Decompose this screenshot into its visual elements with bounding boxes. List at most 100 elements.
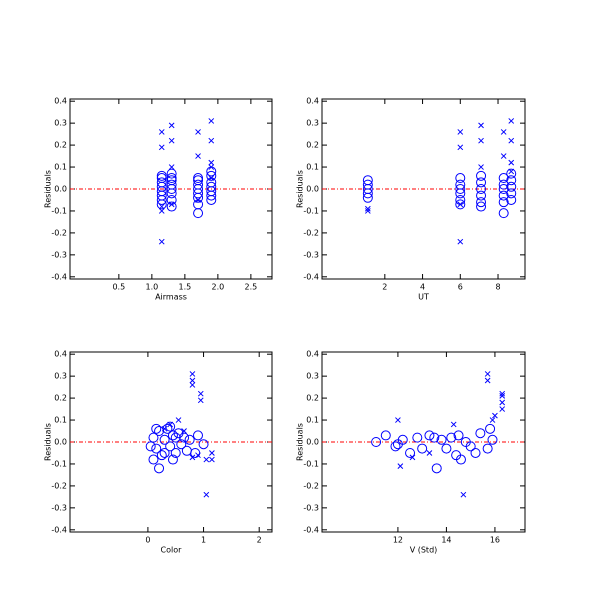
x-tick-label: 2.5 — [245, 283, 258, 292]
y-tick-label: -0.1 — [51, 206, 67, 215]
circle-point — [482, 443, 493, 454]
y-tick-label: 0.0 — [306, 438, 319, 447]
x-axis-label: Airmass — [155, 293, 187, 302]
circle-point — [429, 432, 440, 443]
circle-point — [506, 181, 517, 192]
cross-point — [181, 428, 187, 434]
x-tick-label: 2 — [257, 536, 262, 545]
cross-point — [167, 421, 174, 428]
circle-point — [424, 430, 435, 441]
x-tick-label: 14 — [441, 536, 451, 545]
circle-point — [165, 441, 176, 452]
cross-point — [189, 377, 196, 384]
x-tick-label: 2 — [382, 283, 387, 292]
y-tick-label: -0.4 — [303, 525, 319, 534]
x-tick-label: 8 — [495, 283, 500, 292]
circle-point — [446, 432, 457, 443]
x-axis-label: Color — [161, 546, 183, 555]
cross-point — [499, 406, 506, 412]
cross-point — [158, 208, 165, 214]
cross-point — [364, 205, 371, 212]
circle-point — [192, 430, 203, 441]
circle-point — [206, 170, 217, 181]
cross-point — [500, 153, 507, 159]
cross-point — [195, 452, 201, 459]
cross-point — [409, 454, 416, 461]
y-axis-label: Residuals — [44, 423, 53, 461]
circle-point — [206, 190, 217, 201]
circle-point — [506, 168, 517, 179]
cross-point — [203, 456, 210, 463]
y-tick-label: -0.4 — [51, 272, 67, 281]
cross-point — [457, 201, 464, 208]
x-tick-label: 2.0 — [212, 283, 225, 292]
circle-point — [162, 423, 173, 434]
cross-point — [508, 137, 515, 144]
x-tick-label: 0 — [145, 536, 150, 545]
circle-point — [156, 199, 167, 210]
cross-point — [499, 393, 506, 399]
circle-point — [465, 441, 476, 452]
circle-point — [156, 450, 167, 461]
cross-point — [395, 417, 401, 423]
cross-point — [168, 137, 175, 144]
circle-point — [176, 439, 187, 450]
circle-point — [506, 188, 517, 199]
cross-point — [397, 463, 404, 469]
cross-point — [508, 159, 515, 166]
circle-point — [145, 441, 156, 452]
x-tick-label: 1 — [201, 536, 206, 545]
circle-point — [476, 201, 487, 212]
circle-point — [506, 194, 517, 205]
cross-point — [508, 168, 515, 175]
circle-point — [166, 188, 177, 199]
circle-point — [193, 173, 204, 184]
y-tick-label: 0.4 — [306, 350, 319, 359]
y-tick-label: 0.3 — [306, 119, 319, 128]
cross-point — [197, 390, 204, 397]
circle-point — [148, 432, 159, 443]
circle-point — [362, 188, 373, 199]
y-tick-label: -0.3 — [303, 503, 319, 512]
y-tick-label: 0.1 — [306, 416, 319, 425]
y-axis-label: Residuals — [296, 423, 305, 461]
cross-point — [161, 425, 168, 432]
cross-point — [208, 159, 215, 166]
circle-point — [181, 445, 192, 456]
cross-point — [208, 164, 215, 170]
cross-point — [457, 238, 464, 245]
circle-point — [151, 423, 162, 434]
y-tick-label: 0.0 — [54, 185, 67, 194]
cross-point — [364, 208, 371, 214]
circle-point — [476, 184, 487, 194]
circle-point — [170, 447, 181, 458]
circle-point — [498, 197, 509, 208]
circle-point — [476, 177, 487, 188]
y-tick-label: -0.2 — [303, 228, 319, 237]
circle-point — [159, 434, 170, 445]
cross-point — [168, 164, 175, 170]
circle-point — [455, 184, 466, 194]
circle-point — [198, 439, 209, 450]
cross-point — [478, 164, 484, 170]
circle-point — [170, 432, 181, 443]
circle-point — [470, 447, 481, 458]
cross-point — [189, 454, 196, 461]
circle-point — [179, 432, 190, 443]
circle-point — [485, 423, 496, 434]
circle-point — [436, 434, 447, 445]
y-tick-label: -0.2 — [51, 228, 67, 237]
cross-point — [500, 129, 507, 135]
y-tick-label: 0.0 — [306, 185, 319, 194]
cross-point — [158, 238, 165, 245]
cross-point — [195, 129, 201, 135]
y-tick-label: 0.4 — [54, 350, 67, 359]
y-axis-label: Residuals — [44, 170, 53, 208]
circle-point — [417, 443, 428, 454]
cross-point — [175, 417, 182, 423]
cross-point — [209, 450, 215, 456]
y-tick-label: 0.0 — [54, 438, 67, 447]
circle-point — [476, 170, 487, 181]
circle-point — [184, 434, 195, 445]
circle-point — [151, 443, 162, 454]
